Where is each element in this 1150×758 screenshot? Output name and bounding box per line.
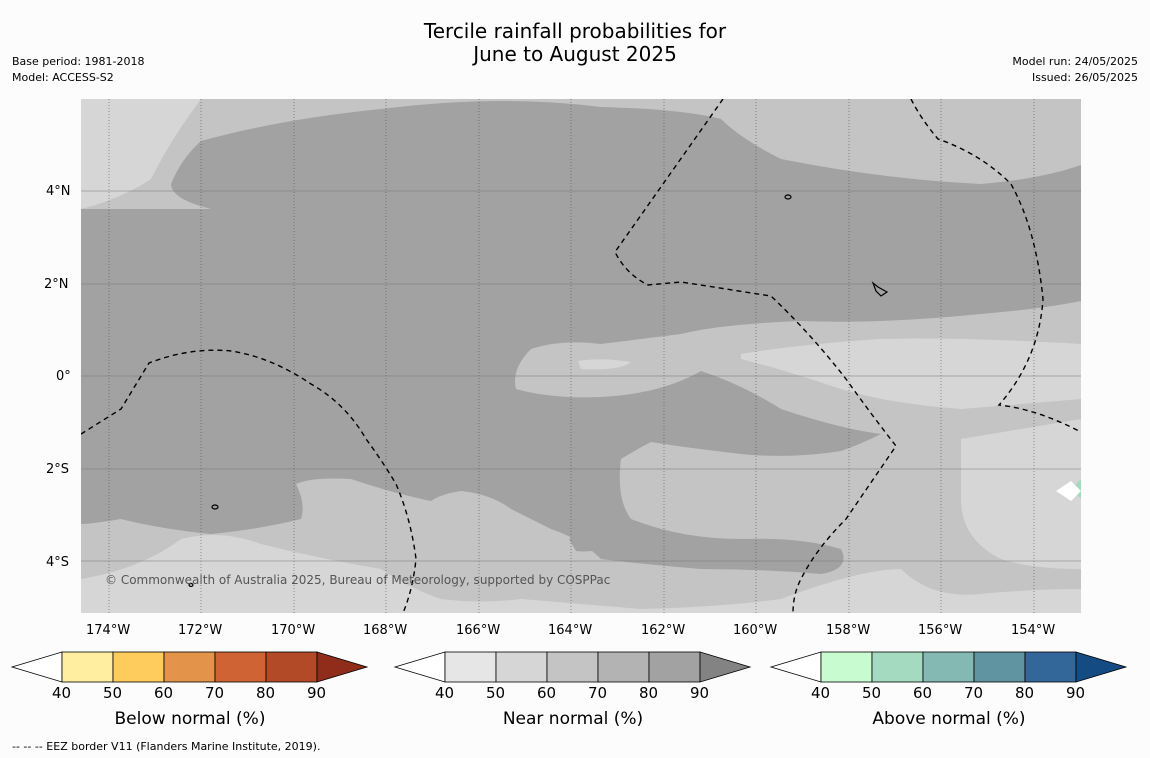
lon-label-166w: 166°W [456, 623, 501, 638]
lat-label-2s: 2°S [46, 462, 70, 477]
cb0-tick-40: 40 [52, 684, 72, 702]
cb1-tick-40: 40 [435, 684, 455, 702]
cb1-tick-80: 80 [639, 684, 659, 702]
lon-label-158w: 158°W [826, 623, 871, 638]
cb1-label: Near normal (%) [502, 709, 644, 729]
eez-footnote: -- -- -- EEZ border V11 (Flanders Marine… [12, 740, 321, 753]
region-near-normal-80-patch [569, 534, 616, 552]
colorbar-swatch [265, 651, 318, 683]
lon-label-174w: 174°W [86, 623, 131, 638]
cb0-tick-90: 90 [307, 684, 327, 702]
model-name: Model: ACCESS-S2 [12, 71, 114, 84]
cb2-label: Above normal (%) [872, 709, 1026, 729]
rainfall-map: © Commonwealth of Australia 2025, Bureau… [81, 99, 1081, 613]
colorbar-swatch-over [316, 651, 369, 683]
colorbar-swatch [61, 651, 114, 683]
cb0-tick-60: 60 [154, 684, 174, 702]
colorbar-swatch [871, 651, 924, 683]
colorbar-swatch [444, 651, 497, 683]
lon-label-154w: 154°W [1011, 623, 1056, 638]
colorbar-swatch [546, 651, 599, 683]
lon-label-172w: 172°W [178, 623, 223, 638]
colorbar-swatch-under [10, 651, 63, 683]
copyright-text: © Commonwealth of Australia 2025, Bureau… [105, 573, 610, 587]
colorbar-swatch-under [393, 651, 446, 683]
eez-borders [81, 99, 1080, 613]
region-near-normal-50-se [961, 419, 1081, 569]
colorbar-swatch-over [699, 651, 752, 683]
colorbar-swatch [163, 651, 216, 683]
title-line-1: Tercile rainfall probabilities for [423, 19, 727, 43]
lat-label-4s: 4°S [46, 555, 70, 570]
region-below-40-patch [1056, 481, 1081, 501]
colorbar-above-normal [769, 651, 1128, 683]
region-near-normal-50-nw [81, 99, 201, 209]
colorbar-near-normal [393, 651, 752, 683]
cb0-tick-50: 50 [103, 684, 123, 702]
cb2-tick-80: 80 [1015, 684, 1035, 702]
lon-label-168w: 168°W [363, 623, 408, 638]
colorbar-swatch [112, 651, 165, 683]
cb1-tick-60: 60 [537, 684, 557, 702]
colorbar-swatch [648, 651, 701, 683]
model-run: Model run: 24/05/2025 [1012, 55, 1138, 68]
region-near-normal-50-east-band [741, 338, 1081, 409]
meta-right: Model run: 24/05/2025 Issued: 26/05/2025 [1012, 54, 1138, 86]
lon-label-156w: 156°W [918, 623, 963, 638]
cb1-tick-70: 70 [588, 684, 608, 702]
colorbar-swatch [495, 651, 548, 683]
lon-label-160w: 160°W [733, 623, 778, 638]
lon-label-170w: 170°W [271, 623, 316, 638]
cb0-tick-80: 80 [256, 684, 276, 702]
cb0-tick-70: 70 [205, 684, 225, 702]
region-near-normal-50-eq [578, 359, 631, 370]
colorbar-swatch [597, 651, 650, 683]
base-period: Base period: 1981-2018 [12, 55, 145, 68]
cb2-tick-90: 90 [1066, 684, 1086, 702]
lat-label-2n: 2°N [44, 277, 69, 292]
map-title: Tercile rainfall probabilities for June … [0, 20, 1150, 66]
colorbar-swatch-under [769, 651, 822, 683]
region-near-normal-80 [81, 100, 1081, 574]
colorbar-swatch [214, 651, 267, 683]
colorbar-swatch [973, 651, 1026, 683]
cb2-tick-60: 60 [913, 684, 933, 702]
issued-date: Issued: 26/05/2025 [1031, 71, 1138, 84]
cb2-tick-70: 70 [964, 684, 984, 702]
colorbar-swatch [820, 651, 873, 683]
meta-left: Base period: 1981-2018 Model: ACCESS-S2 [12, 54, 144, 86]
cb0-label: Below normal (%) [114, 709, 266, 729]
cb1-tick-90: 90 [690, 684, 710, 702]
lat-label-4n: 4°N [46, 184, 71, 199]
lat-label-0: 0° [56, 369, 71, 384]
lon-label-162w: 162°W [641, 623, 686, 638]
colorbar-swatch [922, 651, 975, 683]
region-near-normal-50-south [81, 535, 1081, 613]
cb1-tick-50: 50 [486, 684, 506, 702]
colorbar-swatch [1024, 651, 1077, 683]
colorbar-below-normal [10, 651, 369, 683]
title-line-2: June to August 2025 [473, 42, 677, 66]
islands [188, 194, 889, 588]
colorbar-swatch-over [1075, 651, 1128, 683]
cb2-tick-50: 50 [862, 684, 882, 702]
lon-label-164w: 164°W [548, 623, 593, 638]
graticule-parallels [81, 190, 1081, 562]
cb2-tick-40: 40 [811, 684, 831, 702]
